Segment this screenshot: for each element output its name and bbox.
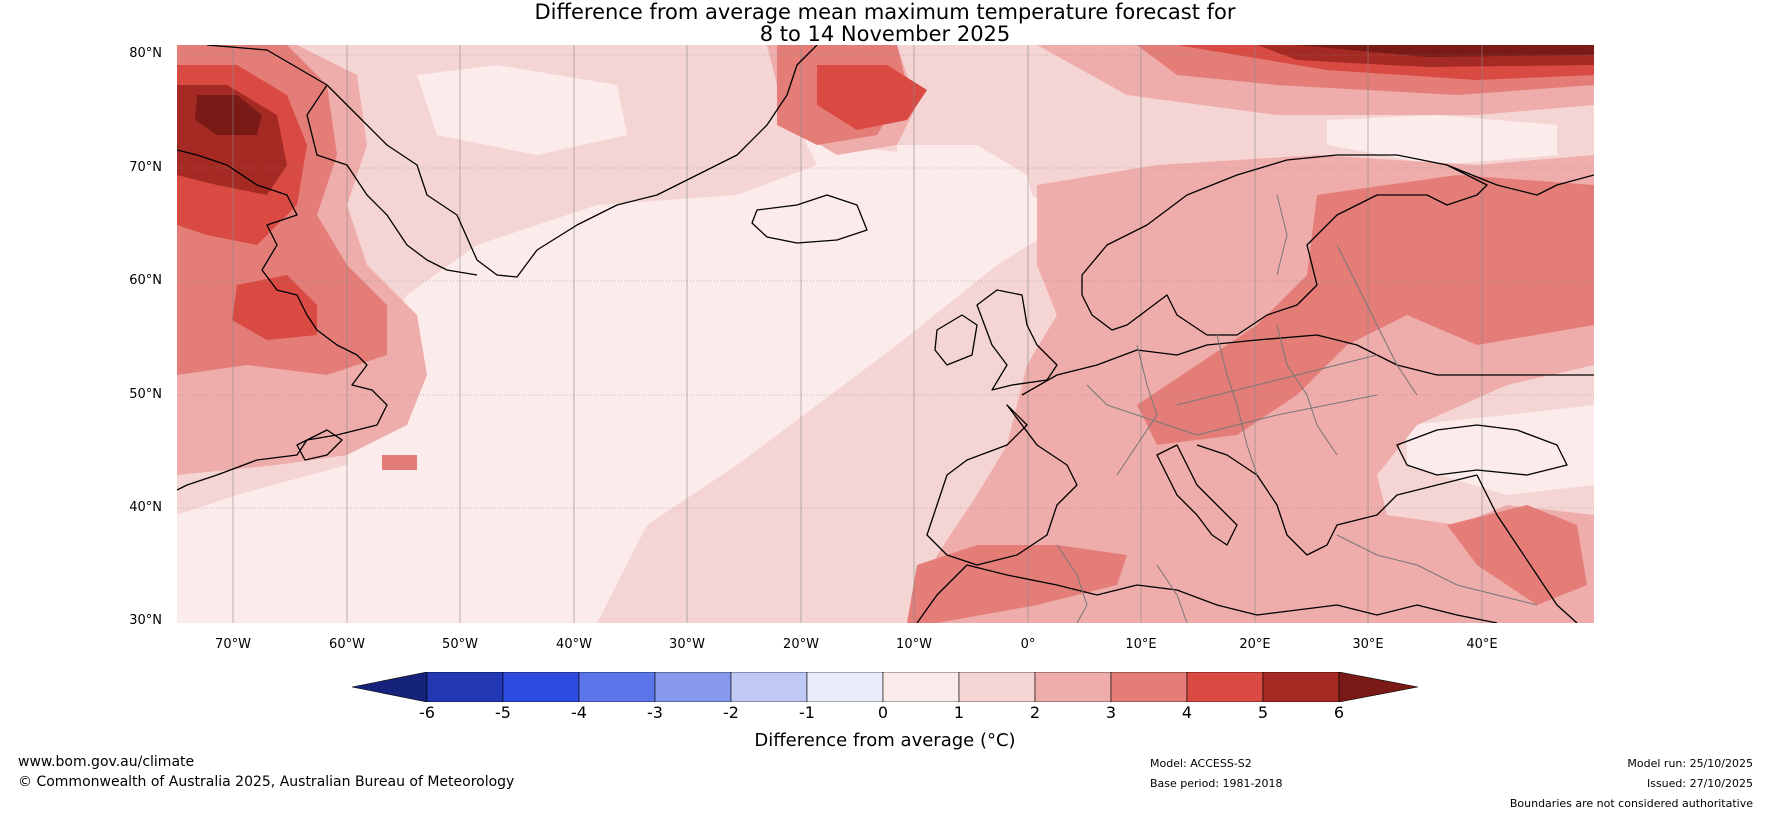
lon-label-30e: 30°E [1352, 637, 1384, 652]
lat-label-40n: 40°N [129, 500, 162, 515]
coastline-greenland [206, 45, 818, 278]
lat-label-70n: 70°N [129, 160, 162, 175]
lon-label-50w: 50°W [442, 637, 478, 652]
lon-label-70w: 70°W [215, 637, 251, 652]
lon-label-20w: 20°W [783, 637, 819, 652]
coastline-balkans-greece [1196, 444, 1478, 556]
copyright-text: © Commonwealth of Australia 2025, Austra… [18, 774, 515, 790]
colorbar-tick: -3 [647, 703, 663, 722]
anomaly-band-0-1 [1327, 115, 1557, 165]
boundaries-disclaimer: Boundaries are not considered authoritat… [1509, 797, 1753, 810]
colorbar-bin [654, 672, 732, 702]
website-link[interactable]: www.bom.gov.au/climate [18, 754, 195, 770]
base-period: Base period: 1981-2018 [1150, 777, 1283, 790]
colorbar-tick: -2 [723, 703, 739, 722]
anomaly-band-4-5 [232, 275, 317, 340]
coastline-north-africa [916, 564, 1498, 623]
coastlines [177, 45, 1594, 623]
coastline-iberia [926, 404, 1078, 566]
colorbar-tick: -1 [799, 703, 815, 722]
colorbar-extend-low [352, 672, 428, 702]
border [1276, 194, 1288, 276]
map-canvas [177, 45, 1594, 623]
colorbar-bin [882, 672, 960, 702]
border [1176, 354, 1378, 406]
anomaly-band-3-4 [907, 545, 1127, 623]
temperature-anomaly-map [177, 45, 1594, 623]
colorbar-bin [1110, 672, 1188, 702]
border [1086, 384, 1378, 436]
lat-label-80n: 80°N [129, 46, 162, 61]
border [1336, 534, 1538, 606]
colorbar-bin [958, 672, 1036, 702]
map-title-line2: 8 to 14 November 2025 [759, 22, 1011, 46]
lon-label-10e: 10°E [1125, 637, 1157, 652]
border [1216, 334, 1258, 476]
colorbar-label: Difference from average (°C) [754, 730, 1016, 751]
anomaly-band-above-6 [195, 95, 262, 135]
colorbar-tick: 1 [953, 703, 965, 722]
lon-label-30w: 30°W [669, 637, 705, 652]
anomaly-band-above-6 [1297, 45, 1594, 57]
anomaly-band-3-4 [1137, 175, 1594, 445]
coastline-iceland [751, 194, 868, 244]
colorbar-tick: -4 [571, 703, 587, 722]
lat-label-50n: 50°N [129, 387, 162, 402]
border [1116, 344, 1158, 476]
border [1276, 324, 1338, 456]
lat-label-30n: 30°N [129, 613, 162, 628]
colorbar-tick: 2 [1029, 703, 1041, 722]
coastline-europe-west [1021, 334, 1594, 396]
lon-label-0: 0° [1020, 637, 1036, 652]
coastline-greenland-west [306, 84, 478, 276]
colorbar-bin [1034, 672, 1112, 702]
anomaly-band-0-1 [417, 65, 627, 155]
border [1056, 544, 1088, 623]
coastline-italy [1156, 444, 1238, 546]
colorbar-tick: 4 [1181, 703, 1193, 722]
anomaly-band-0-1 [897, 145, 1037, 235]
colorbar-extend-high [1338, 672, 1418, 702]
colorbar-bin [1186, 672, 1264, 702]
coastline-ireland [934, 314, 978, 366]
colorbar [352, 672, 1418, 702]
model-run-date: Model run: 25/10/2025 [1627, 757, 1753, 770]
lon-label-60w: 60°W [329, 637, 365, 652]
anomaly-band-0-1 [177, 195, 937, 623]
colorbar-tick: -5 [495, 703, 511, 722]
lon-label-20e: 20°E [1239, 637, 1271, 652]
coastline-finland-russia [1446, 164, 1594, 196]
colorbar-bin [426, 672, 504, 702]
lat-label-60n: 60°N [129, 273, 162, 288]
anomaly-band-3-4 [382, 455, 417, 470]
colorbar-tick: -6 [419, 703, 435, 722]
colorbar-tick: 0 [877, 703, 889, 722]
colorbar-bin [502, 672, 580, 702]
map-gridlines [177, 45, 1594, 623]
anomaly-band-4-5 [817, 65, 927, 130]
coastline-newfoundland [296, 429, 343, 461]
issued-date: Issued: 27/10/2025 [1646, 777, 1753, 790]
border [1156, 564, 1188, 623]
colorbar-bin [1262, 672, 1340, 702]
coastline-middle-east [1476, 474, 1578, 623]
lon-label-40w: 40°W [556, 637, 592, 652]
colorbar-bin [730, 672, 808, 702]
colorbar-bin [578, 672, 656, 702]
colorbar-tick: 6 [1333, 703, 1345, 722]
lon-label-10w: 10°W [896, 637, 932, 652]
map-title-line1: Difference from average mean maximum tem… [534, 0, 1236, 24]
country-borders [1056, 194, 1538, 623]
lon-label-40e: 40°E [1466, 637, 1498, 652]
colorbar-tick: 3 [1105, 703, 1117, 722]
coastline-great-britain [976, 289, 1058, 391]
colorbar-bin [806, 672, 884, 702]
coastline-black-sea [1396, 424, 1568, 476]
model-name: Model: ACCESS-S2 [1150, 757, 1252, 770]
coastline-scandinavia [1081, 154, 1488, 336]
border [1336, 244, 1418, 396]
colorbar-tick: 5 [1257, 703, 1269, 722]
